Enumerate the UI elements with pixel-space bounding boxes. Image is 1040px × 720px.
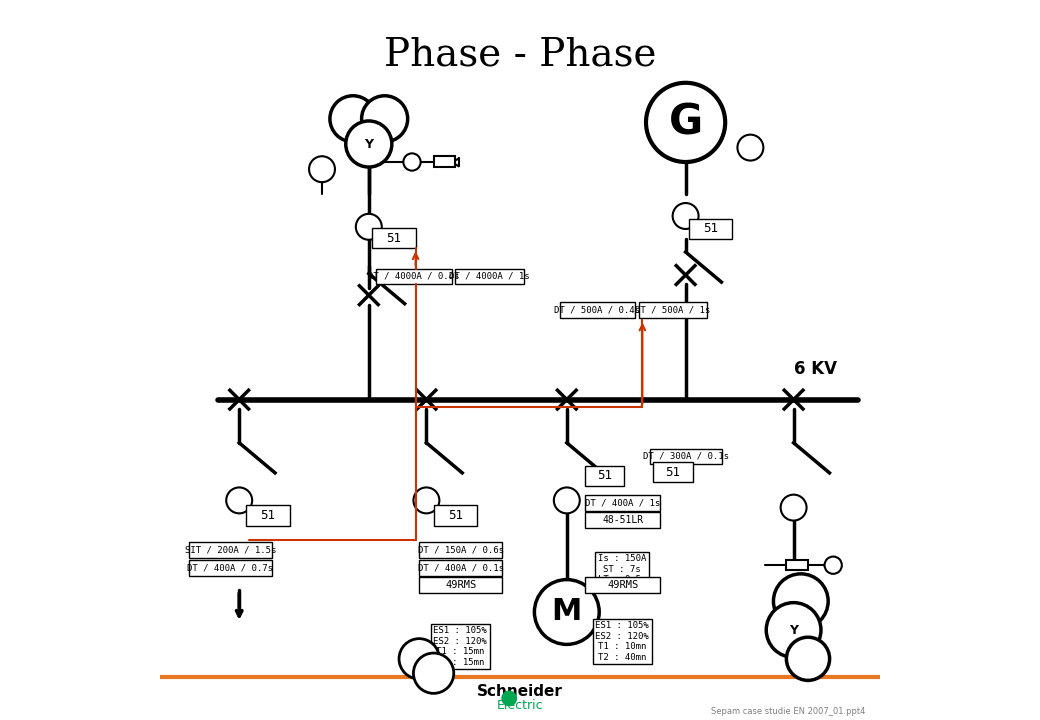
Bar xyxy=(434,505,476,526)
Circle shape xyxy=(356,214,382,240)
Text: DT / 300A / 0.1s: DT / 300A / 0.1s xyxy=(643,452,729,461)
Bar xyxy=(584,495,660,511)
Text: ES1 : 105%
ES2 : 120%
T1 : 10mn
T2 : 40mn: ES1 : 105% ES2 : 120% T1 : 10mn T2 : 40m… xyxy=(595,621,649,662)
Circle shape xyxy=(781,495,807,521)
Bar xyxy=(690,219,732,239)
Text: 51: 51 xyxy=(447,509,463,522)
Text: Phase - Phase: Phase - Phase xyxy=(384,36,656,73)
Circle shape xyxy=(414,653,453,693)
Bar xyxy=(419,577,502,593)
Text: DT / 400A / 1s: DT / 400A / 1s xyxy=(584,499,660,508)
Bar xyxy=(372,228,416,248)
Circle shape xyxy=(414,487,439,513)
Bar xyxy=(189,560,271,576)
Bar xyxy=(584,577,660,593)
Circle shape xyxy=(786,637,830,680)
Circle shape xyxy=(362,96,408,142)
Bar xyxy=(456,269,523,284)
Bar xyxy=(560,302,635,318)
Text: DT / 150A / 0.6s: DT / 150A / 0.6s xyxy=(418,546,503,554)
Text: Schneider: Schneider xyxy=(477,684,563,698)
Bar xyxy=(584,466,624,486)
Text: 51: 51 xyxy=(260,509,276,522)
Text: M: M xyxy=(551,598,582,626)
Bar xyxy=(434,156,456,167)
Text: DT / 4000A / 1s: DT / 4000A / 1s xyxy=(449,272,529,281)
Bar xyxy=(584,512,660,528)
Circle shape xyxy=(535,580,599,644)
Bar xyxy=(653,462,693,482)
Circle shape xyxy=(774,574,828,629)
Text: SIT / 200A / 1.5s: SIT / 200A / 1.5s xyxy=(184,546,276,554)
Text: 51: 51 xyxy=(597,469,613,482)
Text: 51: 51 xyxy=(666,466,680,479)
Text: DT / 500A / 0.4s: DT / 500A / 0.4s xyxy=(554,306,641,315)
Circle shape xyxy=(345,121,392,167)
Text: 6 KV: 6 KV xyxy=(794,360,837,378)
Text: Y: Y xyxy=(364,138,373,150)
Text: 51: 51 xyxy=(387,232,401,245)
Text: 49RMS: 49RMS xyxy=(607,580,639,590)
Text: 51: 51 xyxy=(703,222,719,235)
Bar xyxy=(639,302,707,318)
Circle shape xyxy=(502,691,517,706)
Circle shape xyxy=(825,557,841,574)
Circle shape xyxy=(737,135,763,161)
Circle shape xyxy=(766,603,821,657)
Bar xyxy=(189,542,271,558)
Text: DT / 400A / 0.1s: DT / 400A / 0.1s xyxy=(418,564,503,572)
Text: Is : 150A
ST : 7s
LT : 0.5s: Is : 150A ST : 7s LT : 0.5s xyxy=(598,554,647,584)
Bar xyxy=(419,560,502,576)
Circle shape xyxy=(554,487,579,513)
Bar xyxy=(246,505,289,526)
Circle shape xyxy=(646,83,725,162)
Text: 48-51LR: 48-51LR xyxy=(602,515,643,525)
Circle shape xyxy=(309,156,335,182)
Text: DT / 4000A / 0.4s: DT / 4000A / 0.4s xyxy=(368,272,460,281)
Text: Y: Y xyxy=(789,624,798,636)
Text: DT / 500A / 1s: DT / 500A / 1s xyxy=(635,306,710,315)
Circle shape xyxy=(227,487,252,513)
Text: ES1 : 105%
ES2 : 120%
T1 : 15mn
T2 : 15mn: ES1 : 105% ES2 : 120% T1 : 15mn T2 : 15m… xyxy=(434,626,487,667)
Text: 49RMS: 49RMS xyxy=(445,580,476,590)
Circle shape xyxy=(404,153,420,171)
Text: G: G xyxy=(669,102,703,143)
Bar xyxy=(650,449,722,464)
Bar xyxy=(376,269,451,284)
Text: Sepam case studie EN 2007_01.ppt4: Sepam case studie EN 2007_01.ppt4 xyxy=(711,707,865,716)
Circle shape xyxy=(399,639,439,679)
Circle shape xyxy=(673,203,699,229)
Bar xyxy=(786,560,808,570)
Circle shape xyxy=(330,96,376,142)
Text: DT / 400A / 0.7s: DT / 400A / 0.7s xyxy=(187,564,274,572)
Bar xyxy=(419,542,502,558)
Text: Electric: Electric xyxy=(497,699,543,712)
